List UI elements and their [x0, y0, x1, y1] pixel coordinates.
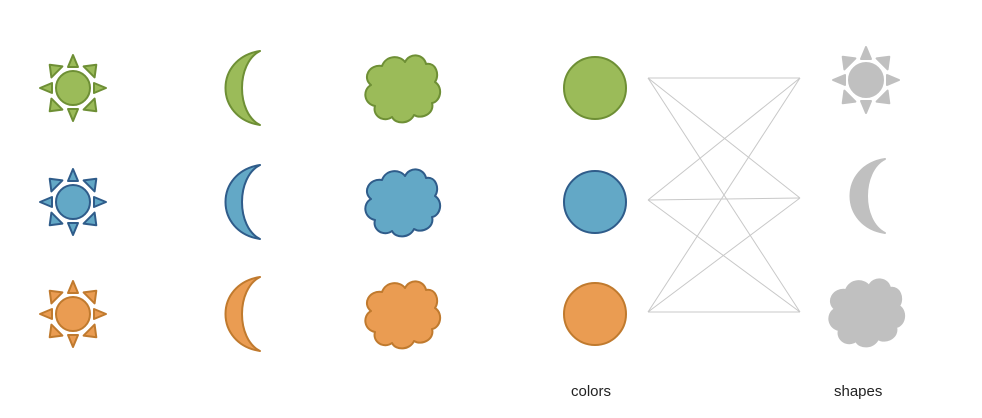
orange-color-circle — [563, 282, 627, 346]
blue-color-circle — [563, 170, 627, 234]
connection-green-moon-icon — [647, 77, 801, 199]
orange-moon-icon — [224, 276, 261, 352]
connection-blue-cloud-icon — [647, 199, 801, 313]
orange-sun-icon — [39, 280, 107, 348]
colors-column — [563, 56, 627, 346]
green-color-circle — [563, 56, 627, 120]
blue-sun-icon — [39, 168, 107, 236]
connection-orange-moon-icon — [647, 197, 801, 313]
green-moon-icon — [224, 50, 261, 126]
shapes-label: shapes — [834, 383, 883, 400]
connection-blue-moon-icon — [647, 197, 801, 201]
orange-cloud-icon — [364, 280, 442, 350]
connection-lines — [647, 77, 801, 313]
connection-orange-sun-icon — [647, 77, 801, 313]
green-sun-icon — [39, 54, 107, 122]
colors-label: colors — [571, 383, 612, 400]
blue-cloud-icon — [364, 168, 442, 238]
blue-moon-icon — [224, 164, 261, 240]
connection-blue-sun-icon — [647, 77, 801, 201]
shapes-column — [828, 46, 906, 348]
shape-color-grid — [39, 50, 442, 352]
gray-cloud-icon — [828, 278, 906, 348]
green-cloud-icon — [364, 54, 442, 124]
gray-moon-icon — [849, 158, 886, 234]
gray-sun-icon — [832, 46, 900, 114]
